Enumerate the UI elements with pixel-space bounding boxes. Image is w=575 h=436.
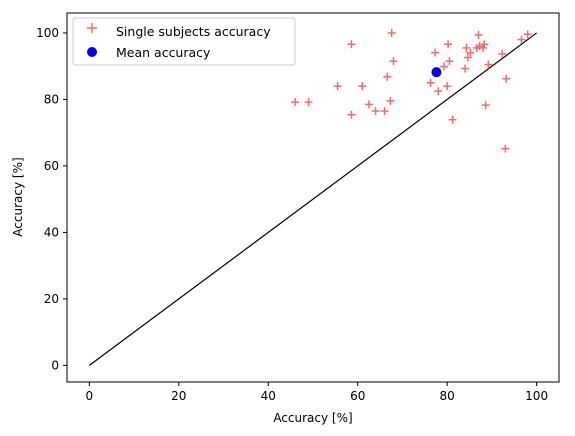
plot-area [66,12,560,383]
single-subject-point [347,110,356,119]
single-subject-point [463,53,472,62]
single-subject-point [434,87,443,96]
legend-circle-marker [87,47,97,57]
x-axis-ticks: 0 20 40 60 80 100 [86,382,548,403]
y-tick-label: 60 [44,159,59,173]
x-tick-label: 0 [86,389,94,403]
legend-entry-single-subjects: Single subjects accuracy [87,23,271,39]
y-tick-label: 20 [44,292,59,306]
single-subject-point [333,82,342,91]
single-subject-point [484,60,493,69]
single-subject-point [481,101,490,110]
data-points [291,28,532,153]
plot-frame [66,12,560,383]
single-subject-point [445,57,454,66]
legend-label-single-subjects: Single subjects accuracy [116,24,271,39]
single-subject-point [462,43,471,52]
y-axis-label: Accuracy [%] [11,157,25,236]
single-subject-point [426,78,435,87]
single-subject-point [443,82,452,91]
single-subject-point [347,40,356,49]
single-subject-point [358,82,367,91]
x-tick-label: 60 [350,389,365,403]
single-subject-point [387,28,396,37]
mean-accuracy-point [431,67,442,78]
legend-label-mean: Mean accuracy [116,45,211,60]
x-axis-label: Accuracy [%] [273,411,352,425]
single-subject-point [475,42,484,51]
single-subject-point [389,57,398,66]
y-tick-label: 40 [44,225,59,239]
x-tick-label: 20 [171,389,186,403]
single-subject-point [304,98,313,107]
single-subject-point [466,48,475,57]
single-subject-point [431,48,440,57]
single-subject-point [291,98,300,107]
single-subject-point [523,30,532,39]
y-tick-label: 80 [44,92,59,106]
single-subject-point [371,107,380,116]
single-subject-point [444,40,453,49]
legend-entry-mean: Mean accuracy [87,45,211,60]
single-subject-point [386,96,395,105]
y-axis-ticks: 0 20 40 60 80 100 [36,26,67,372]
single-subject-point [440,62,449,71]
legend-frame [72,17,296,66]
single-subject-point [478,43,487,52]
single-subject-point [364,100,373,109]
legend: Single subjects accuracy Mean accuracy [72,17,296,66]
x-tick-label: 40 [261,389,276,403]
single-subject-point [517,35,526,44]
y-tick-label: 0 [51,358,59,372]
single-subject-point [461,64,470,73]
identity-reference-line [89,32,537,366]
single-subject-point [474,30,483,39]
x-tick-label: 100 [525,389,548,403]
y-tick-label: 100 [36,26,59,40]
single-subject-point [498,49,507,58]
single-subject-point [501,144,510,153]
single-subject-point [480,40,489,49]
single-subject-point [380,107,389,116]
single-subject-point [383,72,392,81]
single-subject-point [448,115,457,124]
legend-plus-marker [87,23,97,33]
x-tick-label: 80 [440,389,455,403]
single-subject-point [502,74,511,83]
